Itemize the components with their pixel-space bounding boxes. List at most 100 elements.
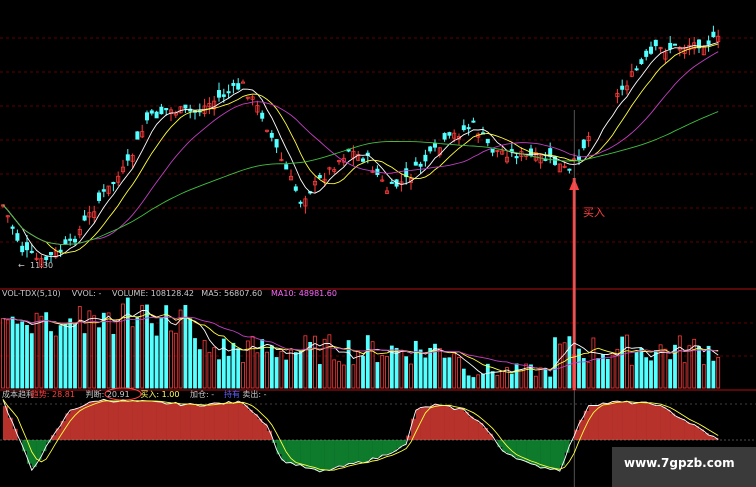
candle-body (615, 93, 620, 98)
candle-body (452, 132, 457, 139)
candle-body (63, 239, 68, 245)
oscillator-bar (31, 440, 37, 468)
candle-body (149, 110, 154, 114)
oscillator-bar (646, 402, 652, 440)
candle-body (240, 81, 245, 84)
volume-bar (265, 351, 269, 389)
oscillator-bar (641, 402, 647, 440)
oscillator-bar (636, 402, 642, 440)
candle-body (106, 185, 111, 194)
volume-bar (207, 351, 212, 389)
oscillator-bar (617, 401, 623, 440)
candle-body (212, 100, 217, 110)
candle-body (92, 211, 97, 218)
candle (168, 107, 173, 122)
candle (495, 149, 500, 158)
candle-body (250, 96, 255, 100)
volume-bar (92, 315, 97, 389)
candle-body (303, 198, 308, 207)
oscillator-bar (171, 402, 176, 440)
oscillator-bar (185, 403, 191, 440)
candle (332, 166, 337, 175)
candle (24, 235, 29, 258)
candle-body (24, 242, 29, 251)
candle (437, 147, 442, 158)
candle-body (82, 215, 87, 221)
volume-bar (101, 312, 106, 389)
oscillator-bar (593, 405, 599, 440)
volume-bar (29, 333, 34, 389)
candle-body (87, 212, 92, 218)
volume-bar (341, 364, 346, 389)
volume-bar (653, 350, 658, 389)
volume-bar (279, 351, 284, 389)
oscillator-line (2, 398, 719, 473)
oscillator-bar (7, 417, 13, 440)
volume-panel[interactable]: VOL-TDX(5,10) VVOL: - VOLUME: 108128.42 MA5… (1, 289, 721, 389)
candle-body (716, 35, 721, 43)
candle-body (77, 228, 82, 236)
oscillator-bar (627, 402, 632, 440)
candle (125, 149, 130, 166)
price-panel[interactable] (0, 25, 721, 487)
oscillator-bar (348, 440, 354, 464)
oscillator-bar (444, 405, 450, 440)
candle (264, 129, 269, 133)
candle (384, 186, 389, 195)
oscillator-bar (238, 402, 244, 440)
candle (284, 161, 289, 170)
volume-header-item: MA5: 56807.60 (201, 289, 262, 298)
candle (581, 138, 586, 151)
candle-body (384, 190, 389, 194)
candle-body (135, 131, 140, 140)
volume-bar (437, 347, 442, 389)
oscillator-bar (631, 403, 637, 440)
ma-fast-line (2, 42, 719, 258)
candle (514, 153, 519, 165)
oscillator-bar (295, 440, 301, 465)
oscillator-bar (118, 400, 124, 440)
oscillator-bar (511, 440, 517, 458)
oscillator-bar (487, 433, 493, 440)
oscillator-bar (521, 440, 527, 461)
candle-body (380, 179, 385, 182)
volume-bar (423, 357, 428, 389)
candle-body (264, 129, 269, 132)
candle-body (68, 238, 73, 241)
candle-body (668, 42, 673, 50)
oscillator-bar (223, 402, 229, 440)
volume-bar (481, 373, 485, 389)
volume-bar (538, 367, 543, 389)
volume-bar (461, 368, 466, 389)
oscillator-bar (483, 427, 488, 440)
candle (255, 100, 260, 116)
oscillator-bar (46, 440, 52, 443)
candle-body (231, 83, 236, 86)
volume-bar (63, 323, 68, 389)
oscillator-bar (123, 400, 128, 440)
volume-bar (476, 374, 481, 389)
volume-bar (591, 337, 596, 389)
indicator-header-item: 买入: 1.00 (140, 390, 179, 399)
volume-bar (145, 304, 149, 389)
indicator-header-item: 判断: 20.91 (86, 389, 130, 399)
volume-bar (413, 340, 418, 389)
volume-bar (586, 361, 591, 389)
oscillator-bar (564, 440, 570, 453)
candle-body (711, 31, 716, 38)
candle (327, 166, 332, 175)
candle (250, 94, 255, 106)
volume-bar (409, 363, 413, 389)
oscillator-bar (233, 402, 239, 440)
volume-bar (97, 327, 101, 389)
oscillator-bar (156, 401, 162, 440)
candle (658, 46, 663, 53)
candle-body (39, 258, 44, 267)
candle-body (658, 47, 663, 50)
oscillator-bar (300, 440, 306, 467)
volume-bar (500, 370, 505, 389)
oscillator-bar (603, 403, 608, 440)
volume-bar (548, 376, 553, 389)
oscillator-bar (291, 440, 296, 464)
